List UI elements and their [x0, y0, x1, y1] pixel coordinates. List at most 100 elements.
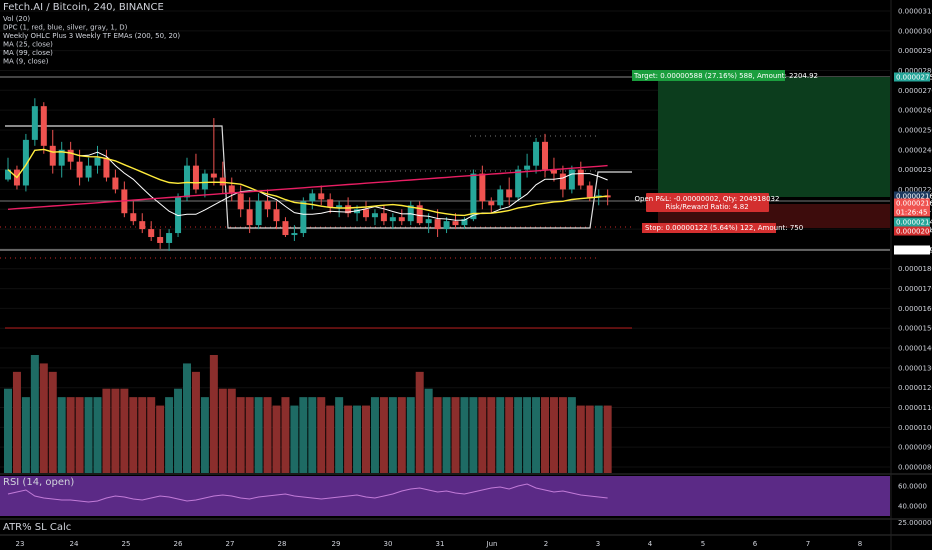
candle-body	[49, 145, 56, 166]
candle-body	[76, 161, 83, 178]
candle-body	[166, 233, 173, 243]
candle-body	[336, 205, 343, 208]
legend-item: MA (99, close)	[3, 49, 53, 57]
volume-bar	[460, 397, 469, 473]
time-tick-label: 31	[436, 540, 445, 548]
time-tick-label: 23	[16, 540, 25, 548]
volume-bar	[174, 388, 183, 473]
time-tick-label: 3	[596, 540, 600, 548]
price-tag: 0.00002165	[896, 193, 932, 201]
candle-body	[524, 165, 531, 170]
price-tick-label: 0.00001100	[898, 404, 932, 412]
volume-bar	[93, 397, 102, 473]
volume-bar	[362, 405, 370, 473]
candle-body	[67, 149, 74, 162]
price-tag-box	[894, 198, 930, 208]
volume-bar	[433, 397, 442, 473]
candle-body	[300, 201, 307, 234]
price-tick-label: 0.00000800	[898, 464, 932, 472]
candle-body	[148, 229, 155, 238]
candle-body	[542, 141, 548, 170]
price-tag-box	[894, 207, 930, 217]
volume-bar	[30, 355, 39, 473]
open-pl-box	[646, 193, 769, 212]
volume-bar	[236, 397, 245, 473]
volume-bar	[532, 397, 541, 473]
candle-body	[452, 221, 459, 226]
legend-item: Vol (20)	[3, 15, 30, 23]
price-tick-label: 0.00000900	[898, 444, 932, 452]
volume-bar	[12, 371, 21, 473]
volume-bar	[487, 397, 496, 473]
open-pl-label: Open P&L: -0.00000002, Qty: 204918032	[635, 195, 780, 203]
price-tag: 0.00001895	[896, 247, 932, 255]
candle-body	[371, 213, 378, 218]
candle-body	[461, 219, 468, 226]
volume-bar	[397, 397, 406, 473]
ma-9-line	[7, 148, 608, 221]
volume-bar	[75, 397, 84, 473]
volume-bar	[111, 388, 120, 473]
candle-body	[31, 106, 38, 140]
volume-bar	[129, 397, 138, 473]
time-tick-label: 24	[70, 540, 79, 548]
volume-bar	[388, 397, 397, 473]
price-tick-label: 0.00001700	[898, 285, 932, 293]
volume-bar	[290, 405, 299, 473]
volume-bar	[120, 388, 129, 473]
candle-body	[559, 173, 566, 190]
volume-bar	[585, 405, 594, 473]
volume-bar	[335, 397, 344, 473]
volume-bar	[165, 397, 174, 473]
price-tick-label: 0.00001600	[898, 305, 932, 313]
volume-bar	[102, 388, 111, 473]
candle-body	[210, 173, 217, 178]
time-tick-label: 26	[174, 540, 183, 548]
candle-body	[94, 157, 101, 166]
volume-bar	[469, 397, 478, 473]
volume-bar	[370, 397, 379, 473]
candle-body	[219, 177, 226, 186]
time-tick-label: 2	[544, 540, 548, 548]
volume-bar	[549, 397, 558, 473]
price-tick-label: 0.00001500	[898, 325, 932, 333]
volume-bar	[299, 397, 308, 473]
time-tick-label: 7	[806, 540, 810, 548]
candle-body	[85, 165, 92, 178]
price-tick-label: 0.00002200	[898, 186, 932, 194]
volume-bar	[558, 397, 567, 473]
volume-bar	[353, 405, 362, 473]
time-tick-label: 25	[122, 540, 131, 548]
candle-body	[577, 169, 584, 186]
rsi-band	[0, 476, 890, 516]
volume-bar	[281, 397, 290, 473]
target-label: Target: 0.00000588 (27.16%) 588, Amount:…	[633, 72, 818, 80]
candle-body	[40, 106, 47, 146]
price-tag: 0.00002043	[896, 228, 932, 236]
candle-body	[327, 199, 334, 208]
candle-body	[282, 221, 289, 236]
candle-body	[22, 139, 29, 186]
dpc-range-line	[5, 125, 632, 229]
candle-body	[192, 165, 199, 190]
legend-item: Weekly OHLC Plus 3 Weekly TF EMAs (200, …	[3, 32, 180, 40]
volume-bar	[254, 397, 263, 473]
candle-body	[264, 201, 271, 210]
volume-bar	[442, 397, 451, 473]
volume-bar	[514, 397, 523, 473]
candle-body	[425, 219, 432, 224]
price-tick-label: 0.00001300	[898, 364, 932, 372]
rsi-sep-label: 25.0000000	[898, 519, 932, 527]
candle-body	[470, 173, 477, 220]
time-tick-label: 4	[648, 540, 653, 548]
volume-bar	[245, 397, 254, 473]
volume-bar	[505, 397, 514, 473]
profit-zone	[658, 77, 890, 197]
volume-bar	[317, 397, 326, 473]
volume-bar	[406, 397, 415, 473]
volume-bar	[594, 405, 603, 473]
legend-item: DPC (1, red, blue, silver, gray, 1, D)	[3, 24, 128, 32]
candle-body	[345, 205, 352, 214]
volume-bar	[344, 405, 353, 473]
